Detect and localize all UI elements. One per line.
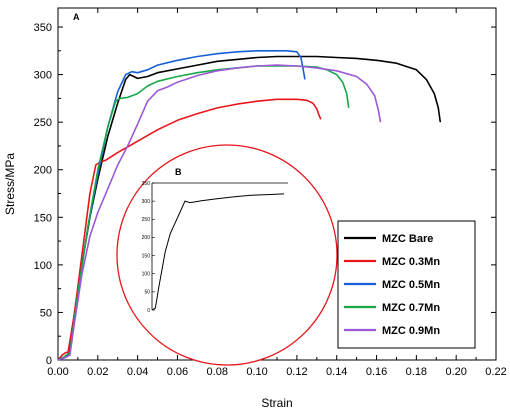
y-tick-label: 250 <box>34 117 52 129</box>
inset-y-tick-label: 100 <box>142 272 151 278</box>
inset-circle <box>116 144 338 366</box>
x-tick-label: 0.02 <box>87 366 108 378</box>
legend: MZC Bare MZC 0.3Mn MZC 0.5Mn MZC 0.7Mn MZC 0… <box>337 220 476 349</box>
x-tick-label: 0.20 <box>445 366 466 378</box>
x-tick-label: 0.10 <box>246 366 267 378</box>
y-tick-label: 100 <box>34 260 52 272</box>
legend-label-1: MZC Bare <box>382 233 433 245</box>
x-tick-label: 0.18 <box>406 366 427 378</box>
inset-y-tick-label: 150 <box>142 253 151 259</box>
legend-label-4: MZC 0.7Mn <box>382 302 440 314</box>
inset-y-tick-label: 300 <box>142 199 151 205</box>
inset-y-tick-label: 0 <box>147 308 150 314</box>
x-tick-label: 0.22 <box>485 366 506 378</box>
x-tick-label: 0.00 <box>47 366 68 378</box>
y-tick-label: 150 <box>34 212 52 224</box>
y-tick-label: 350 <box>34 22 52 34</box>
series-lines <box>57 50 442 361</box>
legend-label-2: MZC 0.3Mn <box>382 256 440 268</box>
x-tick-label: 0.08 <box>207 366 228 378</box>
x-axis-title: Strain <box>261 396 292 410</box>
x-tick-label: 0.04 <box>127 366 148 378</box>
inset-panel: 0 50 100 150 200 250 300 350 B <box>116 144 338 366</box>
legend-label-3: MZC 0.5Mn <box>382 279 440 291</box>
inset-y-tick-label: 350 <box>142 181 151 187</box>
x-tick-label: 0.06 <box>167 366 188 378</box>
axes: 0.00 0.02 0.04 0.06 0.08 0.10 0.12 0.14 0.16 0.18… <box>3 7 507 410</box>
x-tick-label: 0.12 <box>286 366 307 378</box>
inset-y-tick-label: 200 <box>142 235 151 241</box>
y-tick-label: 200 <box>34 165 52 177</box>
x-tick-label: 0.14 <box>326 366 347 378</box>
y-axis-title: Stress/MPa <box>3 153 17 215</box>
inset-y-tick-label: 250 <box>142 217 151 223</box>
legend-label-5: MZC 0.9Mn <box>382 325 440 337</box>
y-tick-label: 300 <box>34 70 52 82</box>
panel-label-b: B <box>175 167 182 177</box>
inset-y-tick-label: 50 <box>144 290 150 296</box>
x-tick-label: 0.16 <box>366 366 387 378</box>
y-tick-label: 0 <box>46 355 52 367</box>
series-line-5 <box>57 64 382 361</box>
inset-line <box>151 193 285 311</box>
panel-label-a: A <box>73 12 80 22</box>
y-tick-label: 50 <box>40 307 52 319</box>
